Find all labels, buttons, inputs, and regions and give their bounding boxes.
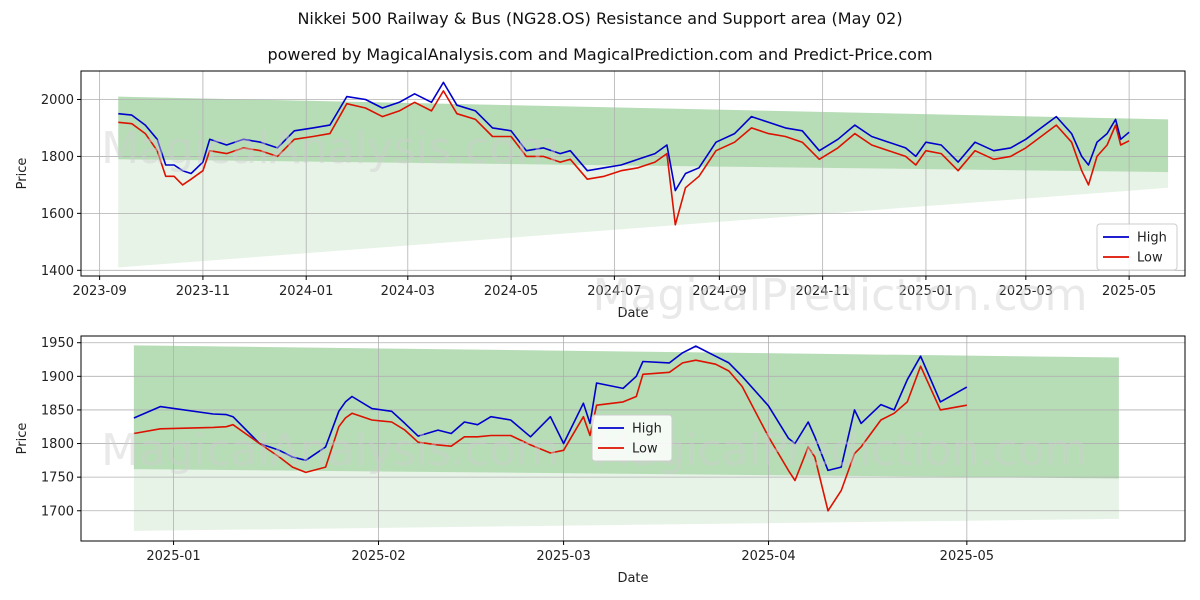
y-tick-label: 1800 (41, 437, 74, 452)
series-line-high (118, 81, 1130, 192)
x-tick-label: 2024-03 (381, 284, 435, 299)
x-tick-label: 2024-11 (795, 284, 849, 299)
resistance-support-band (133, 345, 1119, 479)
x-tick-label: 2025-02 (351, 549, 405, 564)
chart-panel-1: 2023-09 2023-11 2024-01 2024-03 2024-05 2024-… (15, 70, 1186, 321)
y-tick-label: 1900 (41, 370, 74, 385)
x-tick-label: 2025-03 (536, 549, 590, 564)
chart-subtitle: powered by MagicalAnalysis.com and Magic… (267, 45, 933, 64)
y-tick-label: 1400 (41, 264, 74, 279)
x-tick-label: 2025-05 (940, 549, 994, 564)
legend-label-low: Low (1137, 251, 1163, 266)
x-tick-label: 2024-09 (692, 284, 746, 299)
plot-frame (80, 70, 1186, 277)
x-tick-label: 2025-05 (1102, 284, 1156, 299)
y-tick-label: 1800 (41, 150, 74, 165)
x-tick-label: 2023-09 (72, 284, 126, 299)
legend: High Low (591, 414, 673, 462)
y-axis-label: Price (15, 158, 30, 190)
x-tick-label: 2024-01 (279, 284, 333, 299)
watermark-text: MagicalAnalysis.com (101, 425, 559, 476)
legend-box (1096, 223, 1178, 271)
series-line-low (133, 359, 967, 512)
y-tick-label: 1700 (41, 504, 74, 519)
legend-label-low: Low (632, 442, 658, 457)
y-tick-label: 1950 (41, 336, 74, 351)
legend: High Low (1096, 223, 1178, 271)
watermark-text: MagicalAnalysis.com (101, 123, 559, 174)
plot-frame (80, 335, 1186, 542)
x-axis-label: Date (617, 306, 648, 321)
x-tick-label: 2024-05 (484, 284, 538, 299)
x-tick-label: 2025-01 (899, 284, 953, 299)
series-line-low (118, 90, 1130, 226)
chart-panel-2: 2025-01 2025-02 2025-03 2025-04 2025-05 1700 1… (15, 335, 1186, 586)
legend-box (591, 414, 673, 462)
watermark-text: MagicalPrediction.com (593, 270, 1088, 321)
y-tick-label: 1600 (41, 207, 74, 222)
y-tick-label: 1850 (41, 403, 74, 418)
y-axis-label: Price (15, 423, 30, 455)
x-tick-label: 2024-07 (587, 284, 641, 299)
legend-label-high: High (632, 422, 662, 437)
y-tick-label: 1750 (41, 471, 74, 486)
x-tick-label: 2025-03 (999, 284, 1053, 299)
y-tick-label: 2000 (41, 93, 74, 108)
chart-title: Nikkei 500 Railway & Bus (NG28.OS) Resis… (297, 9, 903, 28)
x-axis-label: Date (617, 571, 648, 586)
x-tick-label: 2025-04 (741, 549, 795, 564)
x-tick-label: 2023-11 (176, 284, 230, 299)
watermark-text: MagicalPrediction.com (593, 425, 1088, 476)
x-tick-label: 2025-01 (146, 549, 200, 564)
series-line-high (133, 345, 968, 472)
legend-label-high: High (1137, 231, 1167, 246)
